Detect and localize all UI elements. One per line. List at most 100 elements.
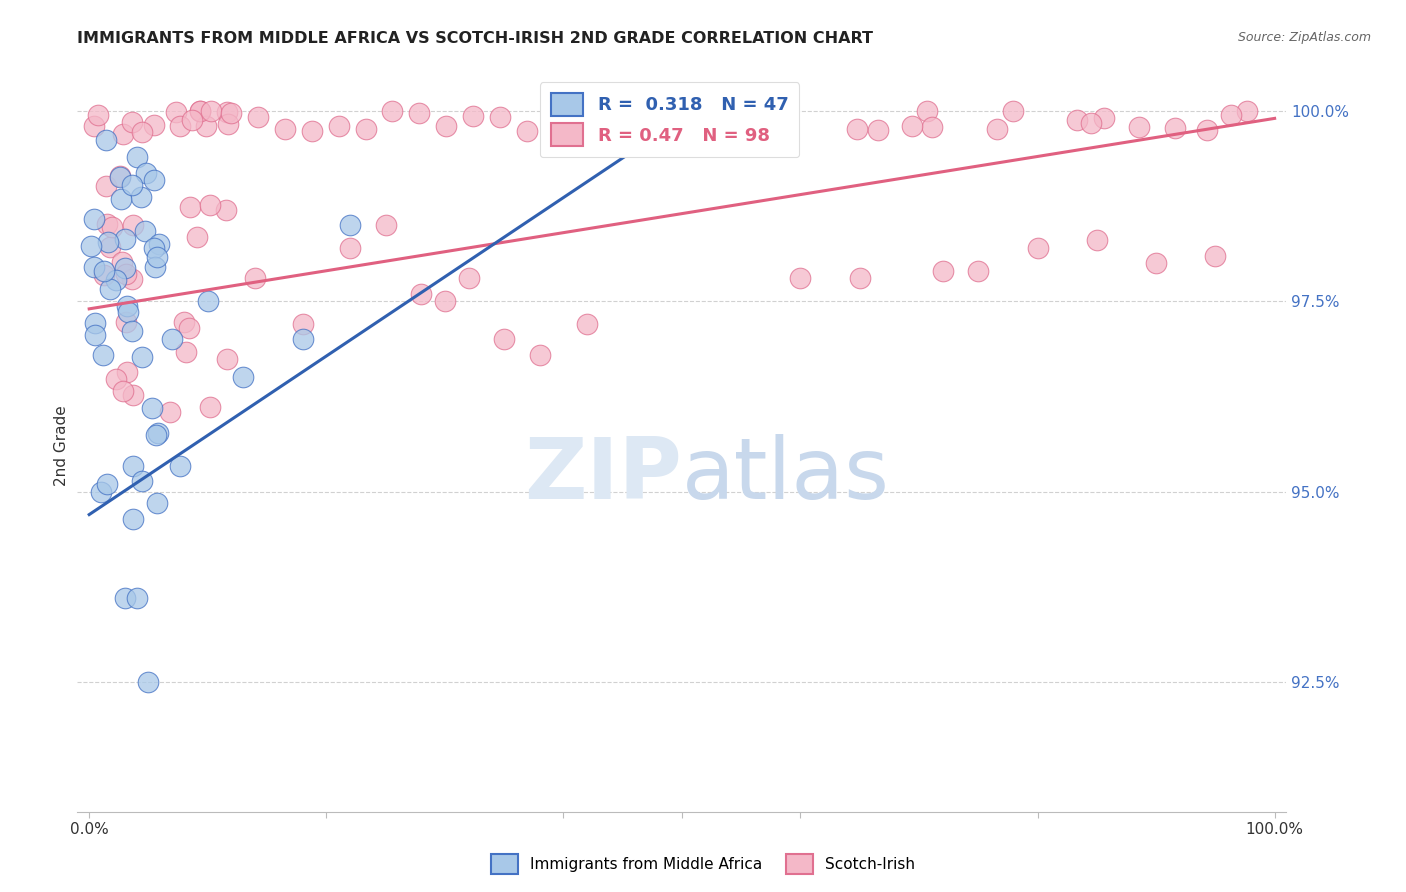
Point	[676, 104, 699, 119]
Point	[1144, 256, 1167, 270]
Point	[131, 350, 153, 364]
Point	[1026, 241, 1049, 255]
Point	[135, 166, 157, 180]
Point	[142, 241, 165, 255]
Point	[121, 324, 143, 338]
Point	[121, 272, 143, 286]
Text: Source: ZipAtlas.com: Source: ZipAtlas.com	[1237, 31, 1371, 45]
Point	[232, 370, 254, 384]
Point	[433, 294, 456, 309]
Text: ZIP: ZIP	[524, 434, 682, 516]
Legend: R =  0.318   N = 47, R = 0.47   N = 98: R = 0.318 N = 47, R = 0.47 N = 98	[540, 82, 799, 157]
Point	[90, 484, 112, 499]
Point	[121, 178, 143, 192]
Point	[215, 203, 238, 218]
Point	[274, 122, 297, 136]
Point	[83, 212, 105, 227]
Point	[86, 108, 108, 122]
Point	[215, 351, 238, 366]
Point	[83, 119, 105, 133]
Point	[176, 344, 198, 359]
Point	[114, 232, 136, 246]
Point	[159, 405, 181, 419]
Point	[134, 224, 156, 238]
Point	[180, 112, 202, 127]
Point	[461, 109, 484, 123]
Point	[217, 117, 239, 131]
Point	[200, 400, 222, 414]
Point	[110, 170, 132, 185]
Point	[569, 114, 592, 128]
Point	[747, 110, 769, 124]
Point	[1204, 248, 1226, 262]
Point	[117, 299, 139, 313]
Point	[866, 123, 889, 137]
Point	[127, 150, 149, 164]
Point	[457, 271, 479, 285]
Point	[921, 120, 943, 134]
Point	[160, 332, 183, 346]
Text: IMMIGRANTS FROM MIDDLE AFRICA VS SCOTCH-IRISH 2ND GRADE CORRELATION CHART: IMMIGRANTS FROM MIDDLE AFRICA VS SCOTCH-…	[77, 31, 873, 46]
Point	[111, 384, 134, 398]
Point	[115, 365, 138, 379]
Point	[117, 305, 139, 319]
Point	[931, 264, 953, 278]
Point	[1080, 116, 1102, 130]
Point	[105, 372, 128, 386]
Point	[529, 347, 551, 361]
Point	[516, 124, 538, 138]
Point	[98, 240, 121, 254]
Point	[122, 388, 145, 402]
Point	[105, 273, 128, 287]
Point	[986, 122, 1008, 136]
Point	[1066, 112, 1088, 127]
Point	[83, 260, 105, 274]
Point	[703, 103, 725, 118]
Point	[188, 103, 211, 118]
Point	[411, 286, 433, 301]
Point	[131, 475, 153, 489]
Point	[173, 314, 195, 328]
Point	[291, 332, 314, 346]
Point	[197, 294, 219, 309]
Point	[148, 425, 170, 440]
Point	[177, 320, 200, 334]
Point	[131, 124, 153, 138]
Point	[381, 103, 404, 118]
Point	[1219, 108, 1241, 122]
Point	[1164, 121, 1187, 136]
Point	[576, 317, 599, 331]
Point	[96, 477, 118, 491]
Point	[848, 271, 870, 285]
Point	[93, 268, 115, 282]
Point	[1085, 233, 1108, 247]
Point	[200, 103, 222, 118]
Point	[111, 127, 134, 141]
Point	[145, 427, 167, 442]
Point	[596, 122, 619, 136]
Point	[1197, 122, 1219, 136]
Point	[114, 315, 136, 329]
Point	[142, 172, 165, 186]
Point	[98, 282, 121, 296]
Point	[1092, 112, 1115, 126]
Point	[114, 267, 136, 281]
Point	[121, 512, 143, 526]
Point	[148, 237, 170, 252]
Point	[145, 260, 167, 274]
Point	[83, 316, 105, 330]
Point	[97, 235, 120, 249]
Point	[328, 119, 350, 133]
Point	[1128, 120, 1150, 135]
Point	[142, 118, 165, 132]
Point	[846, 122, 869, 136]
Point	[122, 459, 145, 474]
Text: atlas: atlas	[682, 434, 890, 516]
Point	[96, 218, 118, 232]
Point	[165, 105, 187, 120]
Legend: Immigrants from Middle Africa, Scotch-Irish: Immigrants from Middle Africa, Scotch-Ir…	[485, 848, 921, 880]
Point	[408, 106, 430, 120]
Point	[125, 591, 148, 606]
Point	[146, 496, 169, 510]
Point	[494, 332, 516, 346]
